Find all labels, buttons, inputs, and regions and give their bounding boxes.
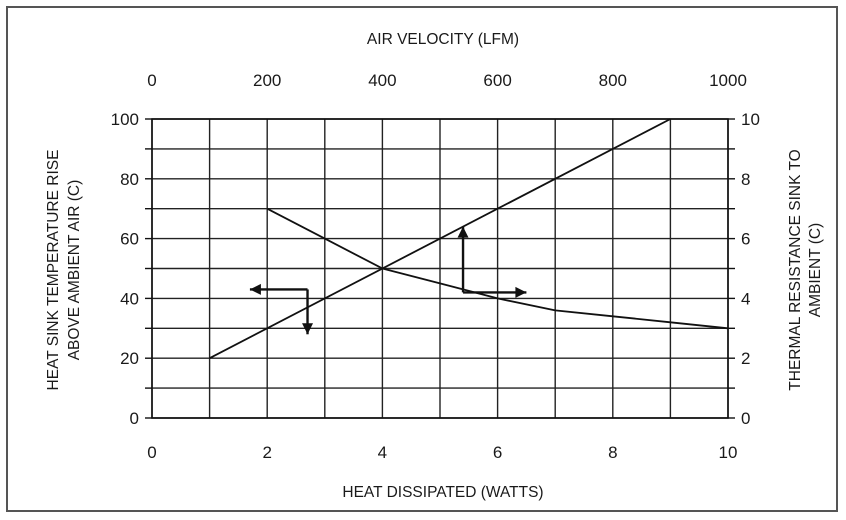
arrow-left-head — [249, 283, 261, 295]
bottom-tick-label: 10 — [719, 443, 738, 462]
right-tick-label: 10 — [741, 110, 760, 129]
arrow-right-head — [515, 286, 527, 298]
top-tick-label: 200 — [253, 71, 281, 90]
left-tick-label: 20 — [120, 349, 139, 368]
tick-labels: 0 2 4 6 8 100 200 400 600 800 10000204060801000246… — [111, 71, 760, 462]
axes — [145, 118, 735, 419]
left-tick-label: 80 — [120, 170, 139, 189]
top-axis-title: AIR VELOCITY (LFM) — [367, 31, 519, 48]
top-tick-label: 1000 — [709, 71, 747, 90]
bottom-tick-label: 6 — [493, 443, 502, 462]
left-axis-title-line1: HEAT SINK TEMPERATURE RISE — [45, 150, 62, 391]
right-axis-title-line2: AMBIENT (C) — [807, 223, 824, 317]
temperature-rise-line — [209, 118, 671, 359]
chart-frame: 0 2 4 6 8 10 0 200 400 600 800 1000 0 20 40 60 80 100 0 2 4 6… — [6, 6, 838, 512]
top-tick-label: 800 — [599, 71, 627, 90]
bottom-tick-label: 8 — [608, 443, 617, 462]
series-lines — [209, 118, 729, 359]
arrow-up-head — [457, 226, 469, 238]
top-tick-label: 400 — [368, 71, 396, 90]
grid — [151, 118, 729, 419]
thermal-resistance-curve — [266, 207, 729, 330]
top-tick-label: 0 — [147, 71, 156, 90]
right-tick-label: 6 — [741, 230, 750, 249]
right-axis-title-line1: THERMAL RESISTANCE SINK TO — [787, 149, 804, 390]
bottom-tick-label: 0 — [147, 443, 156, 462]
arrow-down-head — [302, 323, 314, 335]
top-tick-label: 600 — [483, 71, 511, 90]
left-tick-label: 0 — [130, 409, 139, 428]
left-axis-title-line2: ABOVE AMBIENT AIR (C) — [66, 180, 83, 361]
bottom-tick-label: 4 — [378, 443, 387, 462]
right-tick-label: 2 — [741, 349, 750, 368]
arrow-annotations — [249, 226, 527, 335]
right-tick-label: 4 — [741, 289, 750, 308]
left-tick-label: 60 — [120, 230, 139, 249]
right-tick-label: 8 — [741, 170, 750, 189]
heat-sink-chart: 0 2 4 6 8 100 200 400 600 800 10000204060801000246… — [45, 31, 824, 501]
bottom-axis-title: HEAT DISSIPATED (WATTS) — [342, 484, 543, 501]
right-tick-label: 0 — [741, 409, 750, 428]
bottom-tick-label: 2 — [262, 443, 271, 462]
left-tick-label: 40 — [120, 289, 139, 308]
left-tick-label: 100 — [111, 110, 139, 129]
